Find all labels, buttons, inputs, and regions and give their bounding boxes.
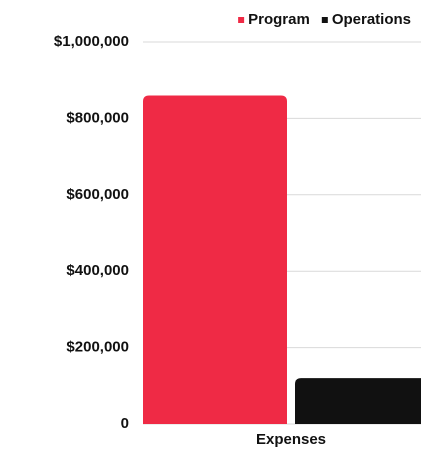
bar	[143, 95, 287, 424]
bars	[143, 95, 421, 424]
y-tick-label: 0	[121, 415, 129, 432]
y-tick-label: $800,000	[66, 109, 129, 126]
legend-label: Operations	[332, 11, 411, 28]
y-tick-label: $600,000	[66, 186, 129, 203]
y-tick-label: $400,000	[66, 262, 129, 279]
labels: 0 $200,000 $400,000 $600,000 $800,000 $1,000,…	[54, 11, 411, 448]
legend-label: Program	[248, 11, 310, 28]
y-tick-label: $200,000	[66, 339, 129, 356]
y-tick-label: $1,000,000	[54, 33, 129, 50]
legend-swatch	[321, 17, 328, 23]
bar	[295, 378, 421, 424]
x-tick-label: Expenses	[256, 431, 326, 448]
legend-swatch	[238, 17, 245, 23]
